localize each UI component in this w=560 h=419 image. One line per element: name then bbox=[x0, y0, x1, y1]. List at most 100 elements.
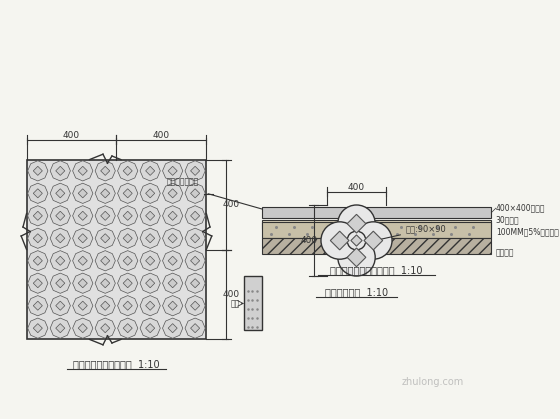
Polygon shape bbox=[78, 234, 87, 243]
Polygon shape bbox=[56, 301, 65, 310]
Polygon shape bbox=[95, 228, 115, 248]
Polygon shape bbox=[118, 206, 138, 226]
Polygon shape bbox=[95, 206, 115, 226]
Polygon shape bbox=[168, 256, 177, 265]
Polygon shape bbox=[118, 273, 138, 293]
Polygon shape bbox=[162, 228, 183, 248]
Text: 100MM卆5%水泥砖散: 100MM卆5%水泥砖散 bbox=[496, 227, 559, 236]
Polygon shape bbox=[50, 318, 71, 338]
Polygon shape bbox=[118, 295, 138, 316]
Polygon shape bbox=[190, 166, 200, 176]
Polygon shape bbox=[101, 279, 110, 288]
Polygon shape bbox=[73, 251, 93, 271]
Polygon shape bbox=[146, 301, 155, 310]
Polygon shape bbox=[185, 273, 206, 293]
Polygon shape bbox=[123, 166, 132, 176]
Text: 砖尺:90×90: 砖尺:90×90 bbox=[378, 225, 447, 240]
Text: 400×400植草砖: 400×400植草砖 bbox=[496, 204, 545, 213]
Polygon shape bbox=[162, 251, 183, 271]
Text: 植草砖大样图  1:10: 植草砖大样图 1:10 bbox=[325, 287, 388, 297]
Polygon shape bbox=[140, 318, 160, 338]
Polygon shape bbox=[162, 161, 183, 181]
Polygon shape bbox=[78, 323, 87, 333]
Polygon shape bbox=[78, 301, 87, 310]
Polygon shape bbox=[123, 323, 132, 333]
Text: 400: 400 bbox=[153, 131, 170, 140]
Polygon shape bbox=[123, 211, 132, 220]
Polygon shape bbox=[190, 323, 200, 333]
Polygon shape bbox=[347, 215, 366, 233]
Polygon shape bbox=[185, 318, 206, 338]
Polygon shape bbox=[140, 251, 160, 271]
Polygon shape bbox=[190, 189, 200, 198]
Polygon shape bbox=[168, 234, 177, 243]
Polygon shape bbox=[95, 318, 115, 338]
Polygon shape bbox=[168, 211, 177, 220]
Polygon shape bbox=[73, 273, 93, 293]
Polygon shape bbox=[27, 161, 48, 181]
Polygon shape bbox=[351, 235, 362, 246]
Text: 400: 400 bbox=[301, 236, 318, 245]
Polygon shape bbox=[162, 318, 183, 338]
Polygon shape bbox=[146, 211, 155, 220]
Polygon shape bbox=[27, 228, 48, 248]
Polygon shape bbox=[185, 228, 206, 248]
Polygon shape bbox=[162, 295, 183, 316]
Polygon shape bbox=[118, 228, 138, 248]
Polygon shape bbox=[146, 279, 155, 288]
Polygon shape bbox=[33, 166, 43, 176]
Text: zhulong.com: zhulong.com bbox=[402, 377, 464, 387]
Polygon shape bbox=[101, 166, 110, 176]
Polygon shape bbox=[33, 279, 43, 288]
Circle shape bbox=[338, 239, 375, 276]
Polygon shape bbox=[146, 323, 155, 333]
Text: 素土层实: 素土层实 bbox=[496, 248, 514, 258]
Polygon shape bbox=[95, 295, 115, 316]
Polygon shape bbox=[33, 189, 43, 198]
Polygon shape bbox=[168, 189, 177, 198]
Polygon shape bbox=[50, 251, 71, 271]
Polygon shape bbox=[123, 279, 132, 288]
Polygon shape bbox=[27, 318, 48, 338]
Text: 400: 400 bbox=[222, 200, 239, 209]
Polygon shape bbox=[190, 211, 200, 220]
Text: 400: 400 bbox=[348, 183, 365, 191]
Polygon shape bbox=[27, 183, 48, 204]
Polygon shape bbox=[347, 248, 366, 267]
Polygon shape bbox=[78, 256, 87, 265]
Bar bbox=[262, 222, 491, 238]
Polygon shape bbox=[33, 234, 43, 243]
Bar bbox=[262, 238, 491, 254]
Polygon shape bbox=[146, 234, 155, 243]
Polygon shape bbox=[190, 301, 200, 310]
Polygon shape bbox=[73, 318, 93, 338]
Polygon shape bbox=[50, 183, 71, 204]
Text: 局地面水流向面: 局地面水流向面 bbox=[167, 178, 199, 187]
Polygon shape bbox=[101, 189, 110, 198]
Polygon shape bbox=[73, 295, 93, 316]
Polygon shape bbox=[78, 189, 87, 198]
Polygon shape bbox=[78, 211, 87, 220]
Polygon shape bbox=[50, 273, 71, 293]
Polygon shape bbox=[56, 256, 65, 265]
Polygon shape bbox=[185, 206, 206, 226]
Polygon shape bbox=[123, 189, 132, 198]
Polygon shape bbox=[27, 295, 48, 316]
Bar bbox=[26, 160, 207, 339]
Circle shape bbox=[354, 222, 392, 259]
Polygon shape bbox=[50, 161, 71, 181]
Text: 停车场植草砖铺设结构图  1:10: 停车场植草砖铺设结构图 1:10 bbox=[330, 265, 423, 275]
Polygon shape bbox=[101, 234, 110, 243]
Polygon shape bbox=[185, 183, 206, 204]
Polygon shape bbox=[123, 301, 132, 310]
Polygon shape bbox=[33, 211, 43, 220]
Text: 30厘米砂: 30厘米砂 bbox=[496, 215, 520, 224]
Polygon shape bbox=[185, 251, 206, 271]
Polygon shape bbox=[27, 273, 48, 293]
Polygon shape bbox=[140, 161, 160, 181]
Polygon shape bbox=[185, 161, 206, 181]
Polygon shape bbox=[27, 251, 48, 271]
Polygon shape bbox=[33, 256, 43, 265]
Polygon shape bbox=[140, 273, 160, 293]
Polygon shape bbox=[33, 323, 43, 333]
